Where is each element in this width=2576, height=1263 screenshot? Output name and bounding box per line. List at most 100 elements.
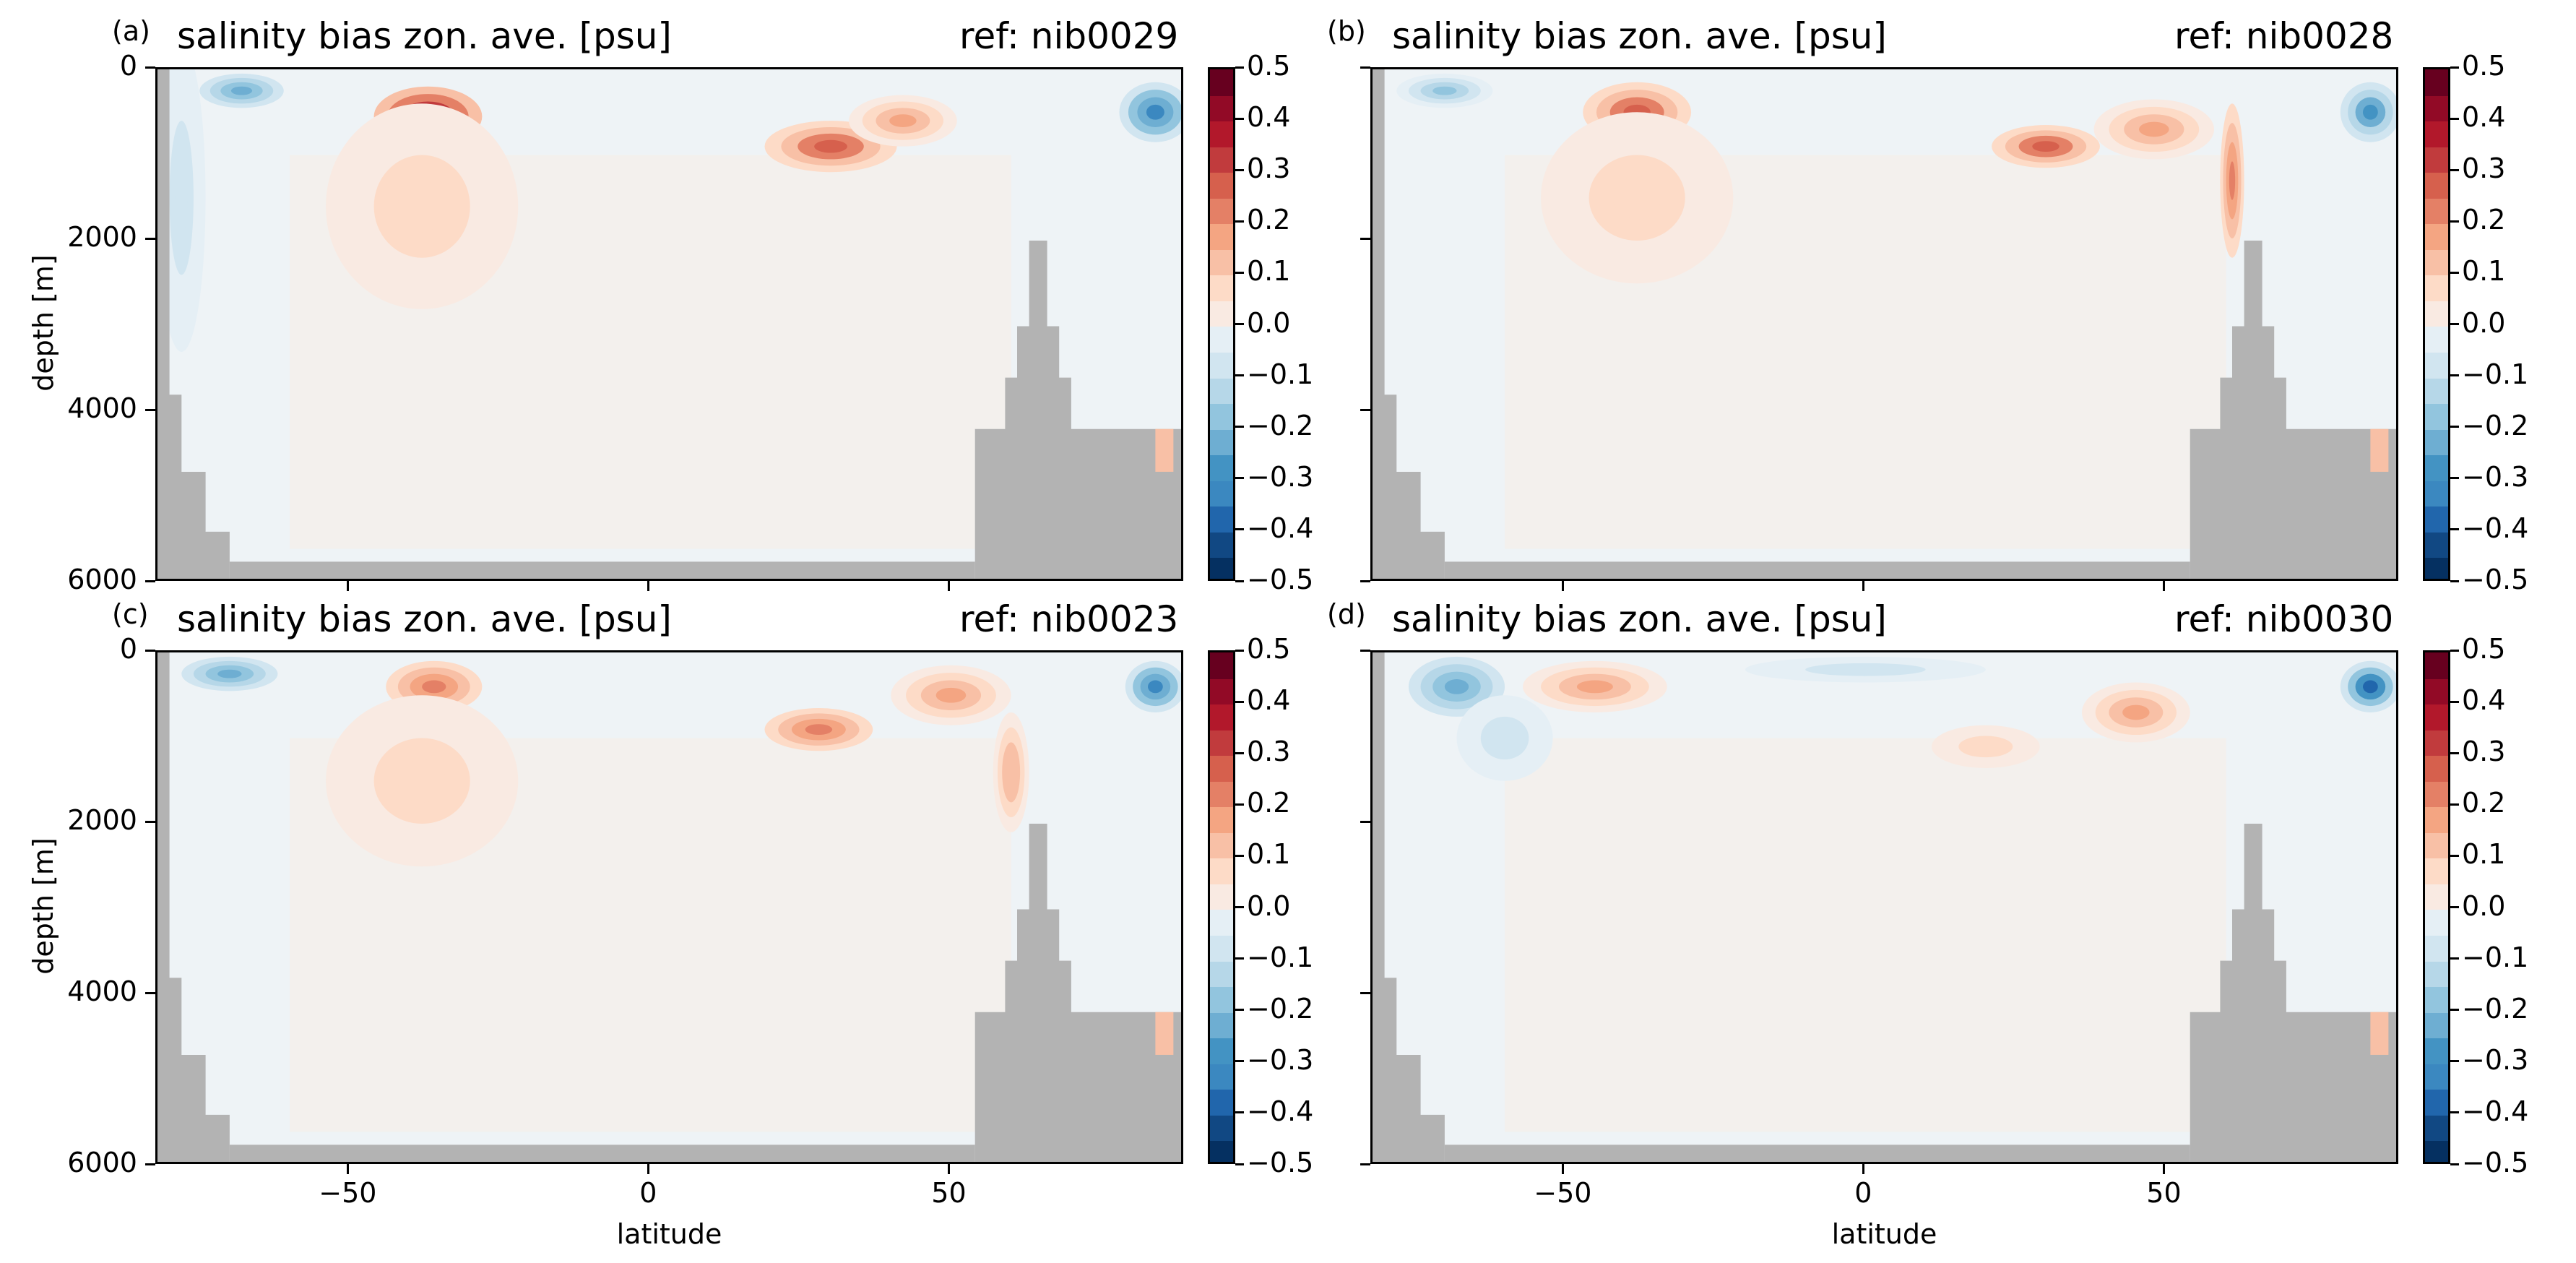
- colorbar-segment: [2425, 1140, 2448, 1162]
- colorbar-tick: [1235, 906, 1244, 908]
- colorbar-segment: [1210, 806, 1233, 833]
- bias-anomaly: [805, 724, 833, 736]
- heatmap-svg: [1373, 69, 2396, 579]
- colorbar-segment: [1210, 1012, 1233, 1039]
- bias-anomaly: [1146, 104, 1164, 120]
- panel-letter: (a): [112, 15, 150, 47]
- reference-label: ref: nib0030: [2174, 598, 2394, 640]
- panel-letter: (c): [112, 598, 149, 630]
- bias-anomaly: [2122, 704, 2150, 720]
- colorbar-segment: [2425, 326, 2448, 353]
- colorbar-tick-label: 0.4: [1247, 101, 1291, 134]
- bathymetry-arctic-ridge: [974, 241, 1181, 579]
- panel-title: salinity bias zon. ave. [psu]: [177, 15, 672, 57]
- heatmap-svg: [157, 69, 1181, 579]
- reference-label: ref: nib0023: [959, 598, 1179, 640]
- colorbar-segment: [1210, 1114, 1233, 1142]
- colorbar-tick-label: 0.2: [1247, 787, 1291, 819]
- colorbar-segment: [1210, 832, 1233, 859]
- colorbar-tick-label: −0.2: [1247, 409, 1314, 441]
- colorbar-segment: [2425, 377, 2448, 405]
- colorbar-segment: [2425, 909, 2448, 936]
- colorbar-segment: [2425, 704, 2448, 730]
- colorbar-tick: [2450, 528, 2459, 531]
- x-tick: [1561, 1164, 1564, 1174]
- bathymetry-southern-shelf: [157, 69, 230, 579]
- colorbar: [2423, 650, 2450, 1164]
- colorbar-tick-label: 0.3: [1247, 152, 1291, 185]
- bias-anomaly: [889, 114, 917, 127]
- bias-anomaly: [1155, 428, 1174, 472]
- bias-anomaly: [1576, 680, 1613, 694]
- colorbar-segment: [2425, 480, 2448, 507]
- x-tick-label: 0: [1854, 1177, 1872, 1209]
- x-tick: [346, 581, 349, 591]
- bias-anomaly: [2032, 141, 2059, 152]
- colorbar-tick: [1235, 1111, 1244, 1114]
- heatmap-svg: [157, 652, 1181, 1162]
- colorbar-segment: [2425, 403, 2448, 430]
- bathymetry-seafloor: [229, 561, 975, 579]
- heatmap-svg: [1373, 652, 2396, 1162]
- colorbar-tick: [1235, 528, 1244, 531]
- colorbar-segment: [2425, 121, 2448, 147]
- colorbar-tick-label: −0.4: [1247, 512, 1314, 544]
- y-tick-label: 6000: [67, 1147, 137, 1178]
- colorbar-tick: [1235, 854, 1244, 857]
- bathymetry-southern-shelf: [1373, 652, 1445, 1162]
- y-tick: [145, 820, 155, 823]
- colorbar: [1208, 650, 1235, 1164]
- colorbar-tick-label: −0.3: [2462, 460, 2529, 493]
- bathymetry-southern-shelf: [1373, 69, 1445, 579]
- y-tick: [1360, 66, 1370, 69]
- colorbar-segment: [2425, 832, 2448, 859]
- bias-anomaly: [814, 139, 847, 153]
- colorbar-tick-label: 0.5: [1247, 50, 1291, 82]
- colorbar-tick: [2450, 426, 2459, 428]
- panel-letter: (d): [1327, 598, 1366, 630]
- reference-label: ref: nib0028: [2174, 15, 2394, 57]
- x-tick-label: −50: [1534, 1177, 1592, 1209]
- colorbar-tick-label: −0.1: [2462, 358, 2529, 390]
- colorbar-segment: [2425, 1089, 2448, 1116]
- colorbar-segment: [1210, 428, 1233, 456]
- colorbar-segment: [2425, 960, 2448, 988]
- colorbar-segment: [1210, 960, 1233, 988]
- bias-anomaly: [1444, 679, 1469, 694]
- bias-anomaly: [2362, 680, 2378, 694]
- colorbar-tick: [2450, 1163, 2459, 1165]
- colorbar-segment: [1210, 531, 1233, 559]
- colorbar-tick: [2450, 906, 2459, 908]
- colorbar-tick-label: −0.2: [2462, 992, 2529, 1025]
- colorbar-tick-label: 0.1: [1247, 255, 1291, 288]
- colorbar-segment: [1210, 197, 1233, 225]
- colorbar-tick: [2450, 803, 2459, 806]
- bias-anomaly: [2139, 121, 2169, 137]
- colorbar-segment: [1210, 935, 1233, 962]
- colorbar-tick: [1235, 1009, 1244, 1012]
- colorbar-tick-label: −0.1: [1247, 358, 1314, 390]
- y-tick-label: 0: [119, 50, 137, 82]
- bias-anomaly: [1835, 666, 1896, 673]
- x-tick-label: −50: [319, 1177, 377, 1209]
- colorbar-segment: [2425, 678, 2448, 705]
- colorbar-segment: [2425, 1063, 2448, 1090]
- colorbar-tick-label: 0.4: [2462, 684, 2506, 717]
- panel-title: salinity bias zon. ave. [psu]: [1392, 598, 1887, 640]
- colorbar-segment: [2425, 557, 2448, 579]
- heatmap-field: [1370, 67, 2398, 581]
- y-tick-label: 2000: [67, 221, 137, 253]
- bathymetry-seafloor: [229, 1145, 975, 1162]
- colorbar-tick-label: 0.0: [1247, 306, 1291, 339]
- colorbar-segment: [2425, 95, 2448, 122]
- colorbar-tick-label: −0.1: [2462, 941, 2529, 973]
- colorbar-tick-label: 0.3: [2462, 736, 2506, 768]
- x-tick: [2162, 581, 2165, 591]
- panel-title: salinity bias zon. ave. [psu]: [177, 598, 672, 640]
- x-tick: [947, 1164, 950, 1174]
- bathymetry-arctic-ridge: [2190, 824, 2396, 1162]
- x-tick: [346, 1164, 349, 1174]
- y-tick: [1360, 408, 1370, 411]
- colorbar-segment: [1210, 121, 1233, 147]
- colorbar-tick-label: −0.5: [2462, 1147, 2529, 1178]
